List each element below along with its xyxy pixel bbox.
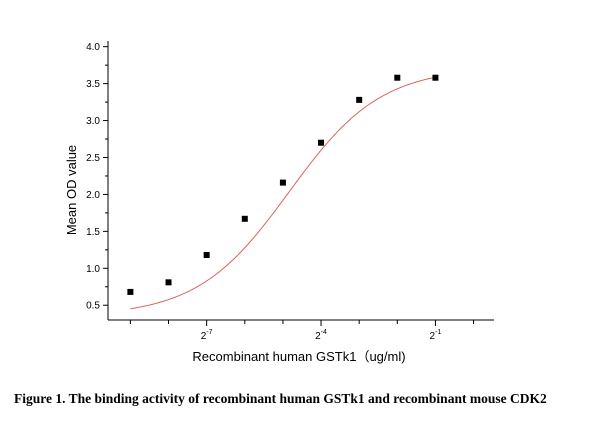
data-point — [356, 96, 363, 103]
data-point — [432, 74, 439, 81]
data-point — [165, 279, 172, 286]
figure-caption: Figure 1. The binding activity of recomb… — [14, 391, 547, 406]
fit-curve-group — [130, 76, 436, 310]
fit-curve — [130, 76, 436, 310]
data-point — [127, 288, 134, 295]
y-tick-label: 1.0 — [86, 264, 100, 275]
data-points — [127, 74, 439, 295]
y-tick-label: 3.5 — [86, 79, 100, 90]
x-axis-title: Recombinant human GSTk1（ug/ml) — [192, 349, 405, 364]
x-tick-label: 2-4 — [315, 329, 327, 342]
y-tick-label: 0.5 — [86, 301, 100, 312]
data-point — [394, 74, 401, 81]
y-tick-label: 2.5 — [86, 153, 100, 164]
y-tick-label: 1.5 — [86, 227, 100, 238]
data-point — [203, 251, 210, 258]
data-point — [318, 139, 325, 146]
x-tick-label: 2-7 — [201, 329, 213, 342]
y-tick-label: 4.0 — [86, 42, 100, 53]
data-point — [241, 215, 248, 222]
y-tick-label: 2.0 — [86, 190, 100, 201]
axes: 0.5 1.0 1.5 2.0 2.5 3.0 3.5 4.0 2-7 2-4 2-1 — [86, 41, 494, 342]
x-tick-label: 2-1 — [430, 329, 442, 342]
y-tick-label: 3.0 — [86, 116, 100, 127]
data-point — [279, 179, 286, 186]
y-axis-title: Mean OD value — [64, 145, 79, 235]
